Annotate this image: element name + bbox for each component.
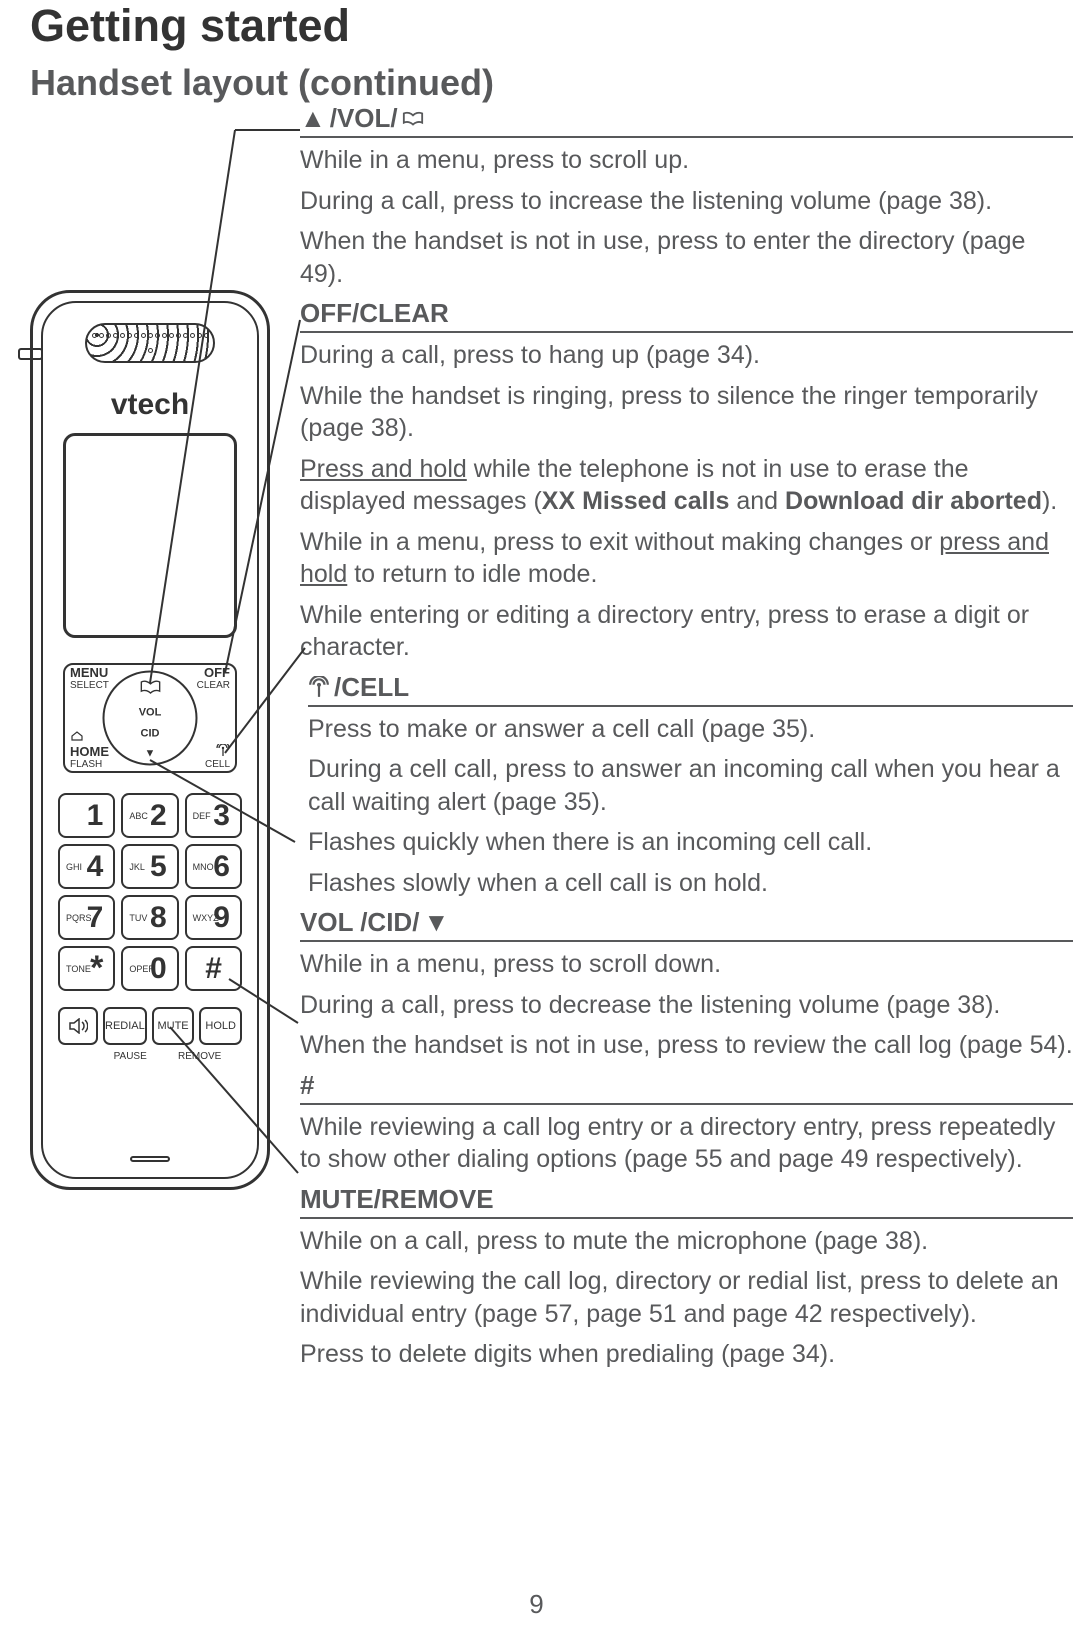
section-line: During a call, press to decrease the lis… [300,989,1073,1022]
section-vol-cid: VOL /CID/▼ While in a menu, press to scr… [300,907,1073,1062]
section-line: While in a menu, press to scroll down. [300,948,1073,981]
nav-vol-label: VOL [139,707,162,719]
book-icon [402,108,424,130]
section-line: Press to make or answer a cell call (pag… [308,713,1073,746]
section-title-hash: # [300,1070,1073,1105]
key-8: TUV8 [121,895,178,940]
menu-select-label: MENU SELECT [70,666,109,691]
speaker-key [58,1007,98,1045]
section-line: Flashes slowly when a cell call is on ho… [308,867,1073,900]
section-line: When the handset is not in use, press to… [300,1029,1073,1062]
key-5: JKL5 [121,844,178,889]
nav-cid-label: CID [141,727,160,739]
house-icon [70,731,84,741]
triangle-down-icon: ▼ [145,747,156,759]
section-cell: /CELL Press to make or answer a cell cal… [300,672,1073,900]
section-mute-remove: MUTE/REMOVE While on a call, press to mu… [300,1184,1073,1371]
key-3: DEF3 [185,793,242,838]
page: Getting started Handset layout (continue… [0,0,1073,1635]
remove-label: REMOVE [178,1051,221,1062]
triangle-down-icon: ▼ [423,907,449,938]
section-line: Flashes quickly when there is an incomin… [308,826,1073,859]
section-line: When the handset is not in use, press to… [300,225,1073,290]
handset-screen [63,433,237,638]
section-line: While reviewing a call log entry or a di… [300,1111,1073,1176]
section-line: While on a call, press to mute the micro… [300,1225,1073,1258]
mic-slot [130,1156,170,1162]
home-flash-label: HOME FLASH [70,730,109,770]
mute-key: MUTE [152,1007,195,1045]
key-star: TONE* [58,946,115,991]
key-0: OPER0 [121,946,178,991]
section-hash: # While reviewing a call log entry or a … [300,1070,1073,1176]
section-line: While entering or editing a directory en… [300,599,1073,664]
key-6: MNO6 [185,844,242,889]
battery-indicator-icon [18,348,43,360]
antenna-icon [216,744,230,756]
redial-key: REDIAL [103,1007,147,1045]
section-title-mute-remove: MUTE/REMOVE [300,1184,1073,1219]
pause-label: PAUSE [114,1051,147,1062]
section-line: While in a menu, press to exit without m… [300,526,1073,591]
handset-outline: vtech VOL CID ▼ MENU SELECT OFF CLEAR HO… [30,290,270,1190]
section-line: During a call, press to increase the lis… [300,185,1073,218]
section-title-off-clear: OFF/CLEAR [300,298,1073,333]
key-7: PQRS7 [58,895,115,940]
key-4: GHI4 [58,844,115,889]
key-hash: # [185,946,242,991]
section-title-cell: /CELL [308,672,1073,707]
page-number: 9 [529,1589,543,1620]
antenna-icon [308,676,330,698]
cell-label: CELL [205,744,230,770]
nav-cluster: VOL CID ▼ MENU SELECT OFF CLEAR HOME FLA… [58,658,242,778]
hold-key: HOLD [199,1007,242,1045]
bottom-labels: PAUSE REMOVE [63,1051,242,1062]
text-sections: ▲/VOL/ While in a menu, press to scroll … [300,95,1073,1379]
page-title: Getting started [30,0,1043,52]
vtech-logo: vtech [111,388,189,422]
speaker-grille [85,323,215,363]
key-1: 1 [58,793,115,838]
section-line: During a call, press to hang up (page 34… [300,339,1073,372]
keypad: 1 ABC2 DEF3 GHI4 JKL5 MNO6 PQRS7 TUV8 WX… [58,793,242,991]
speaker-icon [68,1018,88,1034]
function-row: REDIAL MUTE HOLD [58,1007,242,1045]
key-9: WXYZ9 [185,895,242,940]
nav-circle: VOL CID ▼ [103,671,198,766]
section-line: During a cell call, press to answer an i… [308,753,1073,818]
section-off-clear: OFF/CLEAR During a call, press to hang u… [300,298,1073,664]
book-icon [139,677,161,699]
section-line: Press to delete digits when predialing (… [300,1338,1073,1371]
section-line: Press and hold while the telephone is no… [300,453,1073,518]
section-vol-up: ▲/VOL/ While in a menu, press to scroll … [300,103,1073,290]
triangle-up-icon: ▲ [300,103,326,134]
section-line: While the handset is ringing, press to s… [300,380,1073,445]
section-title-vol-cid: VOL /CID/▼ [300,907,1073,942]
key-2: ABC2 [121,793,178,838]
section-line: While reviewing the call log, directory … [300,1265,1073,1330]
section-title-vol-up: ▲/VOL/ [300,103,1073,138]
off-clear-label: OFF CLEAR [197,666,230,691]
section-line: While in a menu, press to scroll up. [300,144,1073,177]
